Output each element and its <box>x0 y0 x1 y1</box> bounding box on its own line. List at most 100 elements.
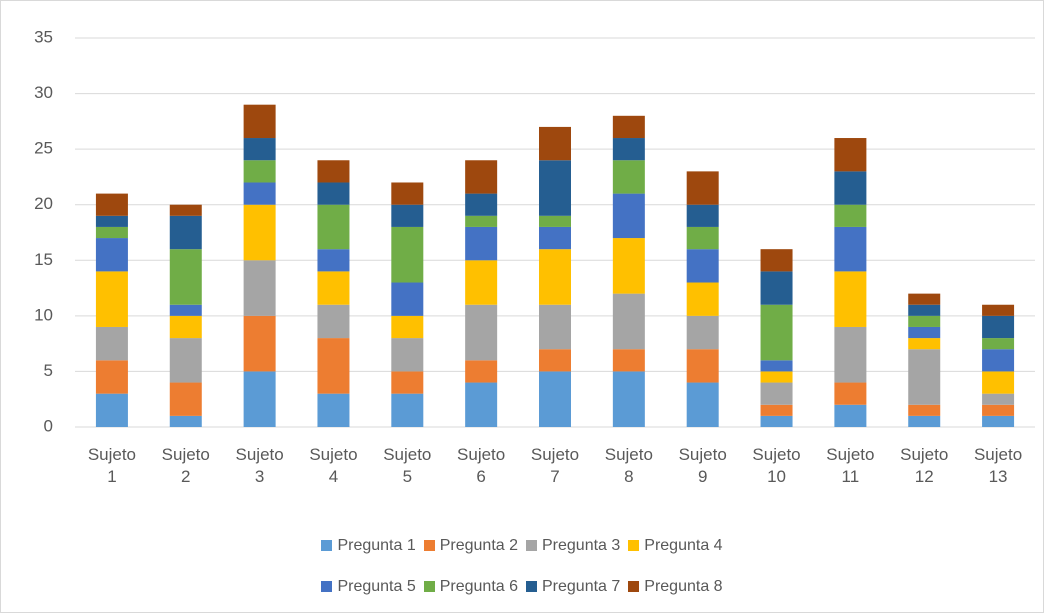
y-tick-label: 0 <box>44 416 53 435</box>
bar-segment <box>982 338 1015 350</box>
bar-segment <box>760 371 793 383</box>
bar-segment <box>982 404 1015 416</box>
x-tick-label: Sujeto 8 <box>604 445 653 486</box>
bar-segment <box>982 393 1015 405</box>
legend-label: Pregunta 7 <box>542 577 621 595</box>
bar-segment <box>391 204 424 227</box>
y-tick-label: 35 <box>34 27 53 46</box>
legend-label: Pregunta 5 <box>337 577 416 595</box>
bar-segment <box>686 171 719 205</box>
bar-segment <box>686 349 719 383</box>
bar-segment <box>686 249 719 283</box>
x-tick-label: Sujeto 3 <box>235 445 284 486</box>
legend-swatch <box>321 540 333 551</box>
bar-segment <box>908 349 941 405</box>
bar-segment <box>169 415 202 427</box>
bar-segment <box>95 271 128 327</box>
legend-label: Pregunta 4 <box>644 536 723 554</box>
bar-segment <box>539 371 571 427</box>
bar-segment <box>686 204 719 227</box>
bar-segment <box>834 404 867 427</box>
legend-item: Pregunta 2 <box>423 536 518 555</box>
legend-label: Pregunta 2 <box>439 536 518 554</box>
bar-segment <box>686 315 719 350</box>
x-tick-label: Sujeto 5 <box>383 445 432 486</box>
bar-segment <box>612 138 645 161</box>
bar-segment <box>391 371 424 394</box>
bar-segment <box>760 404 793 416</box>
bar-segment <box>95 326 128 361</box>
bar-segment <box>982 415 1015 427</box>
bar-segment <box>95 193 128 216</box>
y-tick-label: 30 <box>34 83 53 102</box>
bar-segment <box>834 271 867 327</box>
bar-segment <box>834 382 867 405</box>
bar-segment <box>95 360 128 394</box>
bar-segment <box>686 282 719 316</box>
bar-segment <box>391 315 424 339</box>
bar-segment <box>243 260 276 316</box>
y-tick-label: 20 <box>34 194 53 213</box>
bar-segment <box>243 204 276 261</box>
bar-segment <box>391 226 424 283</box>
bar-segment <box>982 304 1015 316</box>
bar-segment <box>834 171 867 205</box>
bar-segment <box>391 182 424 205</box>
legend-swatch <box>321 581 333 592</box>
bar-segment <box>465 304 498 361</box>
bar-segment <box>612 193 645 239</box>
bar-segment <box>243 182 276 205</box>
bar-segment <box>612 371 645 427</box>
x-tick-label: Sujeto 9 <box>678 445 727 486</box>
bar-segment <box>465 260 498 305</box>
bar-segment <box>169 304 202 316</box>
bar-segment <box>465 160 498 194</box>
legend-swatch <box>628 540 640 551</box>
bar-segment <box>908 338 941 350</box>
bar-segment <box>760 382 793 405</box>
bar-segment <box>686 382 719 427</box>
x-tick-label: Sujeto 1 <box>87 445 137 486</box>
bar-segment <box>908 304 941 316</box>
bar-segment <box>317 393 350 427</box>
bar-segment <box>539 349 571 372</box>
legend-swatch <box>423 581 435 592</box>
x-tick-label: Sujeto 12 <box>900 445 949 486</box>
legend-label: Pregunta 8 <box>644 577 723 595</box>
legend: Pregunta 1 Pregunta 2 Pregunta 3 Pregunta 4… <box>0 525 1044 607</box>
bar-segment <box>612 238 645 294</box>
legend-swatch <box>526 540 537 551</box>
y-tick-label: 10 <box>34 305 53 324</box>
bar-segment <box>465 215 498 227</box>
bar-segment <box>982 315 1015 339</box>
legend-label: Pregunta 1 <box>337 536 416 554</box>
bar-segment <box>243 104 276 139</box>
bar-segment <box>169 382 202 416</box>
x-tick-label: Sujeto 10 <box>752 445 801 486</box>
y-tick-label: 15 <box>34 250 53 269</box>
bar-segment <box>465 193 498 216</box>
bar-segment <box>612 115 645 139</box>
legend-item: Pregunta 8 <box>628 577 723 596</box>
bar-segment <box>834 204 867 227</box>
legend-item: Pregunta 6 <box>423 577 518 596</box>
bar-segment <box>169 315 202 339</box>
bar-segment <box>539 126 571 161</box>
legend-label: Pregunta 6 <box>439 577 518 595</box>
legend-item: Pregunta 5 <box>321 577 416 596</box>
bar-segment <box>95 238 128 272</box>
bar-segment <box>834 226 867 272</box>
bar-segment <box>539 304 571 350</box>
legend-item: Pregunta 7 <box>526 578 620 596</box>
bar-segment <box>169 338 202 383</box>
bar-segment <box>317 304 350 339</box>
bar-segment <box>317 204 350 250</box>
bar-segment <box>169 204 202 216</box>
bar-segment <box>391 393 424 427</box>
bar-segment <box>760 415 793 427</box>
y-tick-label: 25 <box>34 139 53 158</box>
bar-segment <box>243 315 276 372</box>
bar-segment <box>95 215 128 227</box>
